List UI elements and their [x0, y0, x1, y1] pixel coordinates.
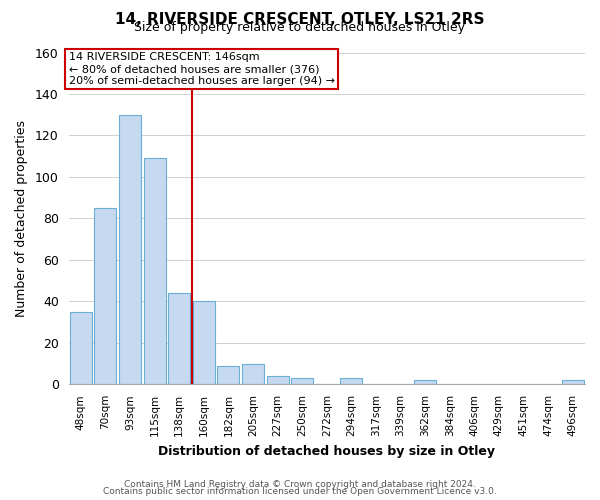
Text: 14, RIVERSIDE CRESCENT, OTLEY, LS21 2RS: 14, RIVERSIDE CRESCENT, OTLEY, LS21 2RS [115, 12, 485, 26]
Text: Contains public sector information licensed under the Open Government Licence v3: Contains public sector information licen… [103, 487, 497, 496]
Bar [193, 302, 215, 384]
Bar [562, 380, 584, 384]
Text: Size of property relative to detached houses in Otley: Size of property relative to detached ho… [134, 22, 466, 35]
Bar [70, 312, 92, 384]
Bar [119, 114, 141, 384]
Bar [266, 376, 289, 384]
Bar [217, 366, 239, 384]
Bar [168, 293, 190, 384]
Bar [242, 364, 264, 384]
Bar [340, 378, 362, 384]
X-axis label: Distribution of detached houses by size in Otley: Distribution of detached houses by size … [158, 444, 495, 458]
Bar [94, 208, 116, 384]
Bar [414, 380, 436, 384]
Y-axis label: Number of detached properties: Number of detached properties [15, 120, 28, 317]
Bar [143, 158, 166, 384]
Text: 14 RIVERSIDE CRESCENT: 146sqm
← 80% of detached houses are smaller (376)
20% of : 14 RIVERSIDE CRESCENT: 146sqm ← 80% of d… [68, 52, 335, 86]
Text: Contains HM Land Registry data © Crown copyright and database right 2024.: Contains HM Land Registry data © Crown c… [124, 480, 476, 489]
Bar [291, 378, 313, 384]
